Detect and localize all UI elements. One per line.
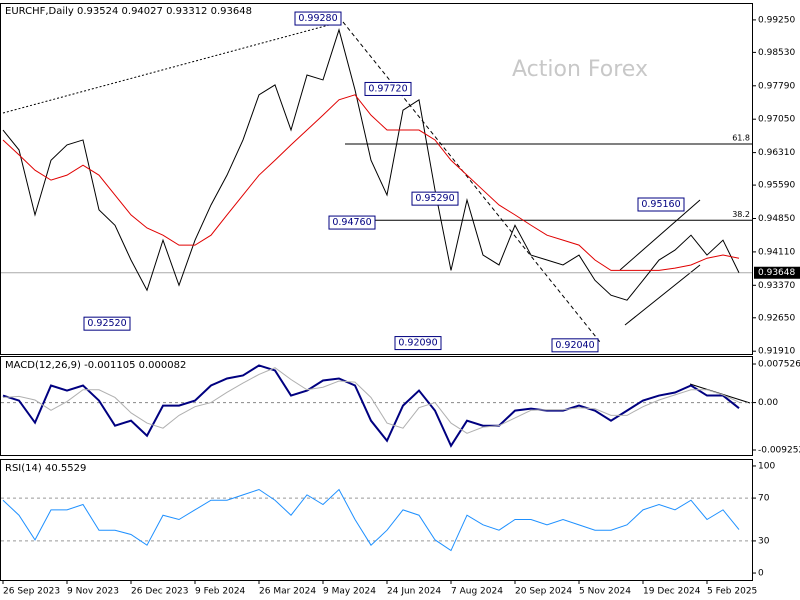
rsi-title: RSI(14) 40.5529 [5, 463, 86, 474]
y-tick-label: 0.98530 [758, 48, 795, 58]
x-tick-label: 5 Nov 2024 [579, 587, 631, 597]
x-tick-label: 9 May 2024 [323, 587, 376, 597]
price-annotation: 0.95290 [415, 193, 454, 204]
y-tick-label: 0.95590 [758, 181, 795, 191]
price-annotation-box [637, 197, 685, 212]
x-tick-label: 19 Dec 2024 [643, 587, 701, 597]
y-tick-label: 0.94110 [758, 247, 795, 257]
x-tick-label: 26 Mar 2024 [259, 587, 316, 597]
price-title: EURCHF,Daily 0.93524 0.94027 0.93312 0.9… [5, 6, 252, 17]
x-tick-label: 20 Sep 2024 [515, 587, 572, 597]
price-annotation-box [364, 81, 412, 96]
series-line [2, 488, 740, 552]
trend-line [342, 21, 601, 343]
series-line [2, 364, 740, 448]
last-price-box [754, 266, 800, 279]
price-annotation: 0.94760 [332, 217, 371, 228]
macd-title: MACD(12,26,9) -0.001105 0.000082 [5, 360, 186, 371]
y-tick-label: 0.97050 [758, 115, 795, 125]
price-annotation-box [411, 191, 459, 206]
y-tick-label: 0.99250 [758, 15, 795, 25]
price-annotation-box [328, 215, 376, 230]
x-tick-label: 24 Jun 2024 [387, 587, 441, 597]
y-tick-label: 70 [758, 494, 770, 504]
y-tick-label: 0.007526 [758, 360, 800, 370]
x-tick-label: 5 Feb 2025 [707, 587, 757, 597]
y-tick-label: 0.94850 [758, 214, 795, 224]
x-tick-label: 26 Sep 2023 [3, 587, 60, 597]
y-tick-label: -0.009252 [758, 445, 800, 455]
watermark: Action Forex [512, 57, 648, 82]
price-annotation: 0.92520 [87, 318, 126, 329]
price-annotation: 0.99280 [298, 13, 337, 24]
price-annotation-box [83, 316, 131, 331]
series-line [2, 367, 740, 434]
price-annotation: 0.92090 [398, 338, 437, 349]
price-annotation-box [394, 336, 442, 351]
x-tick-label: 9 Feb 2024 [195, 587, 246, 597]
y-tick-label: 0 [758, 569, 764, 579]
price-panel [0, 3, 753, 355]
y-tick-label: 0.92650 [758, 313, 795, 323]
price-annotation-box [551, 338, 599, 353]
x-tick-label: 9 Nov 2023 [67, 587, 119, 597]
y-tick-label: 0.91910 [758, 347, 795, 357]
fib-label: 38.2 [732, 210, 750, 219]
y-tick-label: 100 [758, 461, 775, 471]
y-tick-label: 0.00 [758, 398, 778, 408]
series-line [2, 28, 740, 301]
price-annotation: 0.97720 [368, 83, 407, 94]
y-tick-label: 0.96310 [758, 148, 795, 158]
channel-line [619, 199, 701, 271]
last-price-label: 0.93648 [758, 268, 795, 278]
y-tick-label: 30 [758, 536, 770, 546]
rsi-panel [0, 459, 753, 581]
y-tick-label: 0.93370 [758, 281, 795, 291]
fib-label: 61.8 [732, 134, 750, 143]
macd-panel [0, 356, 753, 456]
channel-line [624, 264, 701, 326]
x-tick-label: 26 Dec 2023 [131, 587, 189, 597]
series-line [2, 94, 740, 271]
price-annotation: 0.95160 [641, 199, 680, 210]
price-annotation-box [294, 11, 342, 26]
x-tick-label: 7 Aug 2024 [451, 587, 503, 597]
price-annotation: 0.92040 [555, 340, 594, 351]
y-tick-label: 0.97790 [758, 81, 795, 91]
